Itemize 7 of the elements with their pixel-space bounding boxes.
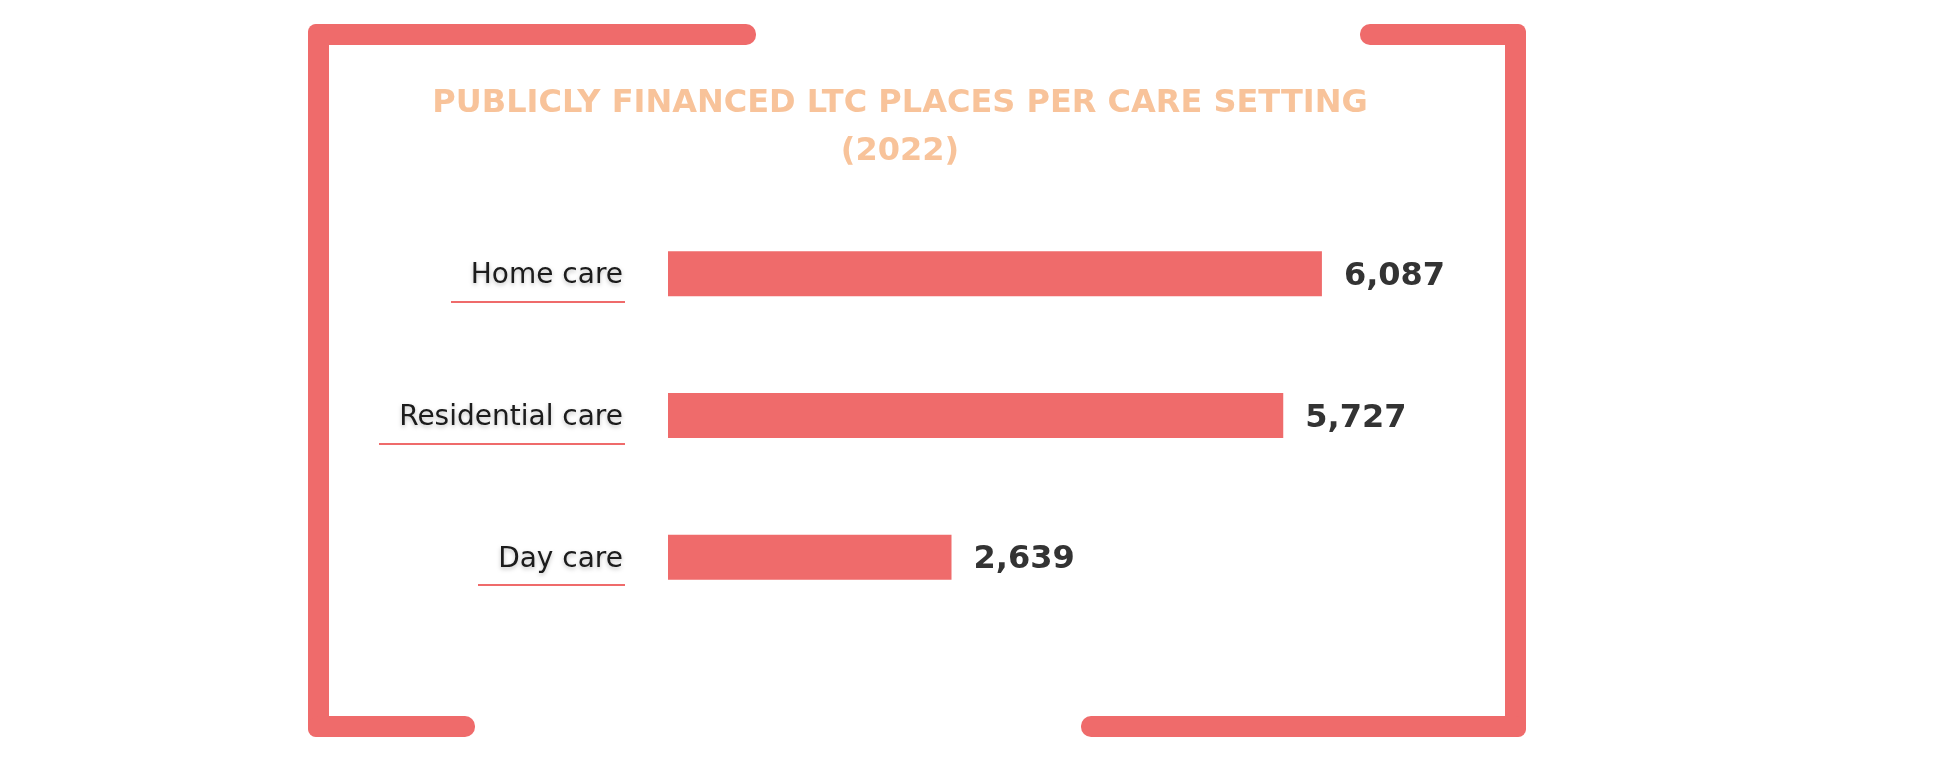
y-tick-label: Day care	[498, 540, 623, 574]
y-tick-label: Residential care	[399, 399, 623, 432]
data-label: 2,639	[973, 538, 1075, 577]
data-label: 5,727	[1305, 396, 1407, 435]
chart-title: PUBLICLY FINANCED LTC PLACES PER CARE SETTING (2022)	[431, 81, 1369, 170]
data-label: 6,087	[1343, 254, 1446, 293]
y-tick-label: Home care	[470, 257, 623, 291]
